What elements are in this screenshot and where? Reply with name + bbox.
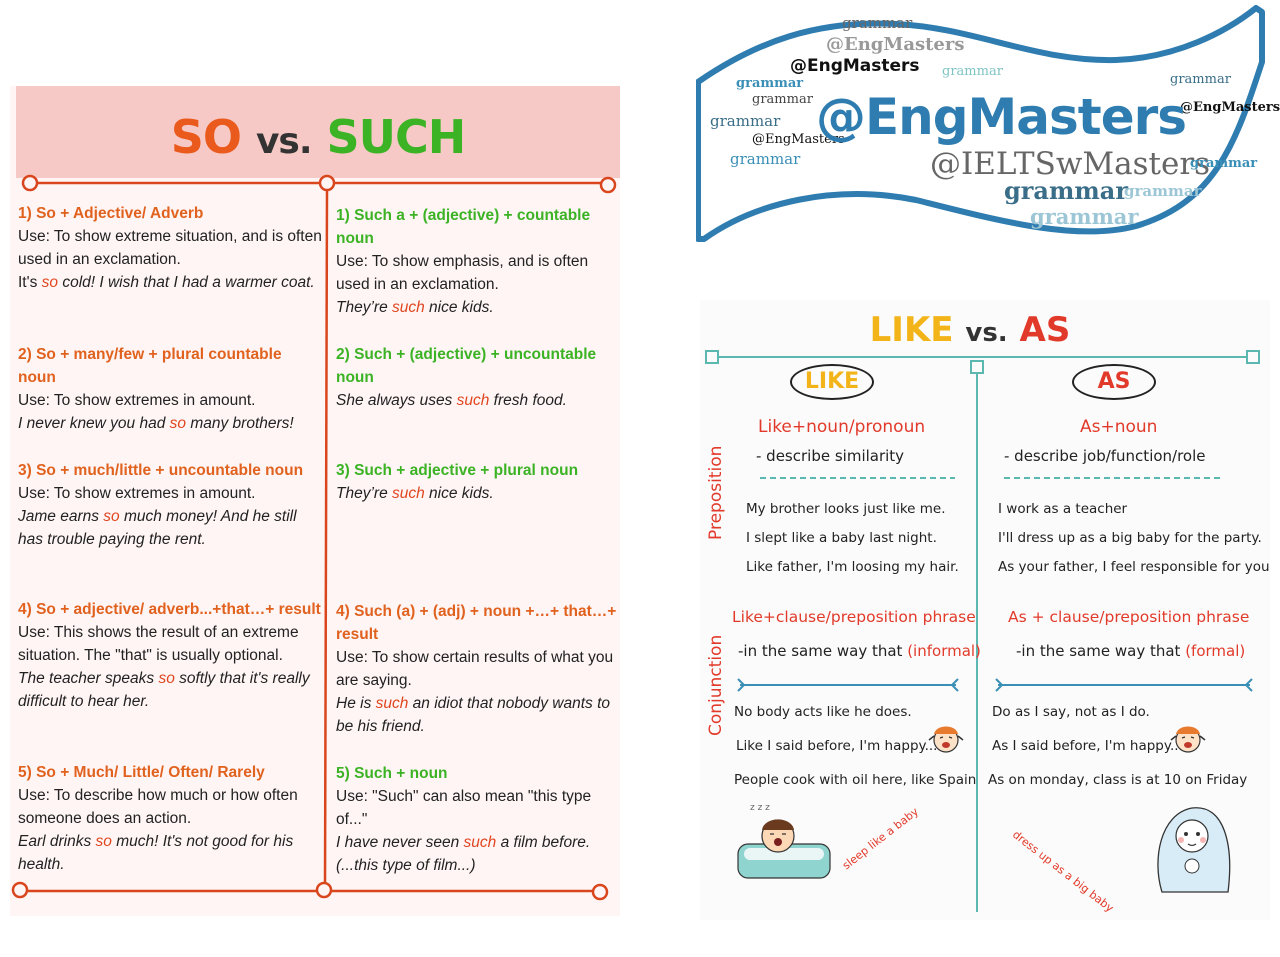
- svg-text:z z z: z z z: [750, 803, 770, 813]
- banner-word: grammar: [842, 14, 913, 32]
- rule-heading: 2) Such + (adjective) + uncountable noun: [336, 346, 597, 386]
- rule-example: I never knew you had so many brothers!: [18, 415, 294, 432]
- rule-example: They’re such nice kids.: [336, 299, 494, 316]
- sleeping-man-illustration: z z z: [737, 803, 831, 879]
- preposition-side-label: Preposition: [706, 445, 726, 540]
- banner-word: grammar: [942, 64, 1003, 79]
- as-conjunction-example: Do as I say, not as I do.: [992, 704, 1150, 720]
- like-conjunction-rule: Like+clause/preposition phrase: [732, 608, 976, 626]
- rule-heading: 5) Such + noun: [336, 765, 448, 782]
- banner-word: grammar: [752, 92, 813, 107]
- rule-heading: 5) So + Much/ Little/ Often/ Rarely: [18, 764, 265, 781]
- banner-word: @EngMasters: [1180, 100, 1280, 115]
- as-conjunction-desc: -in the same way that (formal): [1016, 642, 1246, 660]
- rule-use: Use: This shows the result of an extreme…: [18, 624, 299, 664]
- rule-use: Use: To show extremes in amount.: [18, 392, 256, 409]
- rule-example: It's so cold! I wish that I had a warmer…: [18, 274, 315, 291]
- such-rule-5: 5) Such + noun Use: "Such" can also mean…: [336, 762, 618, 877]
- rule-use: Use: To show certain results of what you…: [336, 649, 614, 689]
- rule-use: Use: To show extreme situation, and is o…: [18, 228, 322, 268]
- rule-example: The teacher speaks so softly that it's r…: [18, 670, 310, 710]
- banner-word: @EngMasters: [790, 56, 920, 76]
- like-oval-label: LIKE: [790, 364, 874, 400]
- like-conjunction-example: No body acts like he does.: [734, 704, 912, 720]
- as-oval-label: AS: [1072, 364, 1156, 400]
- so-such-header: SO vs. SUCH: [16, 86, 620, 178]
- such-rule-2: 2) Such + (adjective) + uncountable noun…: [336, 343, 620, 412]
- like-conjunction-example: People cook with oil here, like Spain: [734, 772, 977, 788]
- as-preposition-desc: - describe job/function/role: [1004, 447, 1206, 465]
- banner-word: grammar: [1004, 176, 1128, 205]
- happy-child-icon: [928, 726, 964, 753]
- like-as-divider-lines: [705, 350, 1260, 912]
- rule-heading: 2) So + many/few + plural countable noun: [18, 346, 282, 386]
- like-conjunction-desc: -in the same way that (informal): [738, 642, 981, 660]
- so-rule-5: 5) So + Much/ Little/ Often/ Rarely Use:…: [18, 761, 318, 876]
- like-vs-as-panel: LIKE vs. AS LIKE AS Preposition Conjunct…: [700, 300, 1270, 920]
- like-conjunction-example: Like I said before, I'm happy...: [736, 738, 938, 754]
- as-conjunction-example: As on monday, class is at 10 on Friday: [988, 772, 1248, 788]
- such-rule-1: 1) Such a + (adjective) + countable noun…: [336, 204, 620, 319]
- as-preposition-rule: As+noun: [1080, 417, 1158, 437]
- rule-use: Use: "Such" can also mean "this type of.…: [336, 788, 592, 828]
- like-preposition-desc: - describe similarity: [756, 447, 905, 465]
- rule-example: She always uses such fresh food.: [336, 392, 567, 409]
- banner-word: @EngMasters: [752, 132, 845, 147]
- so-such-divider-lines: [11, 174, 617, 901]
- banner-word: grammar: [1170, 72, 1231, 87]
- rule-use: Use: To show emphasis, and is often used…: [336, 253, 589, 293]
- as-conjunction-example: As I said before, I'm happy...: [992, 738, 1183, 754]
- rule-heading: 1) Such a + (adjective) + countable noun: [336, 207, 591, 247]
- rule-use: Use: To show extremes in amount.: [18, 485, 256, 502]
- banner-word: grammar: [736, 76, 804, 91]
- rule-heading: 1) So + Adjective/ Adverb: [18, 205, 204, 222]
- like-preposition-example: My brother looks just like me.: [746, 501, 946, 517]
- rule-example: Jame earns so much money! And he still h…: [18, 508, 297, 548]
- banner-word: grammar: [730, 150, 801, 168]
- rule-example: Earl drinks so much! It's not good for h…: [18, 833, 294, 873]
- rule-heading: 3) Such + adjective + plural noun: [336, 462, 579, 479]
- such-rule-4: 4) Such (a) + (adj) + noun +…+ that…+ re…: [336, 600, 618, 738]
- so-rule-1: 1) So + Adjective/ Adverb Use: To show e…: [18, 202, 322, 294]
- so-rule-4: 4) So + adjective/ adverb...+that…+ resu…: [18, 598, 326, 713]
- as-preposition-example: I work as a teacher: [998, 501, 1128, 517]
- baby-costume-illustration: [1157, 807, 1231, 893]
- banner-word: grammar: [1030, 204, 1139, 229]
- banner-word: grammar: [710, 112, 781, 130]
- banner-wave-outline: [696, 5, 1265, 242]
- banner-second-handle: @IELTSwMasters: [930, 146, 1211, 182]
- rule-heading: 4) Such (a) + (adj) + noun +…+ that…+ re…: [336, 603, 617, 643]
- rule-heading: 4) So + adjective/ adverb...+that…+ resu…: [18, 601, 321, 618]
- like-as-title: LIKE vs. AS: [869, 310, 1071, 350]
- so-such-title: SO vs. SUCH: [170, 110, 467, 164]
- banner-main-handle: @EngMasters: [816, 88, 1187, 146]
- banner-word: @EngMasters: [826, 34, 965, 55]
- conjunction-side-label: Conjunction: [706, 634, 726, 736]
- as-conjunction-rule: As + clause/preposition phrase: [1008, 608, 1250, 626]
- so-vs-such-panel: SO vs. SUCH 1) So + Adjective/ Adverb Us…: [10, 86, 620, 916]
- so-rule-3: 3) So + much/little + uncountable noun U…: [18, 459, 322, 551]
- rule-heading: 3) So + much/little + uncountable noun: [18, 462, 304, 479]
- so-rule-2: 2) So + many/few + plural countable noun…: [18, 343, 322, 435]
- rule-example: He is such an idiot that nobody wants to…: [336, 695, 611, 735]
- rule-example: They’re such nice kids.: [336, 485, 494, 502]
- banner-word: grammar: [1124, 182, 1202, 200]
- happy-child-icon: [1170, 726, 1206, 753]
- like-preposition-example: Like father, I'm loosing my hair.: [746, 559, 959, 575]
- rule-example: I have never seen such a film before. (.…: [336, 834, 591, 874]
- such-rule-3: 3) Such + adjective + plural noun They’r…: [336, 459, 620, 505]
- engmasters-banner: grammar @EngMasters @EngMasters grammar …: [696, 2, 1280, 242]
- rule-use: Use: To describe how much or how often s…: [18, 787, 298, 827]
- as-preposition-example: I'll dress up as a big baby for the part…: [998, 530, 1262, 546]
- as-preposition-example: As your father, I feel responsible for y…: [998, 559, 1270, 575]
- banner-word: grammar: [1190, 156, 1258, 171]
- like-preposition-rule: Like+noun/pronoun: [758, 417, 926, 437]
- like-preposition-example: I slept like a baby last night.: [746, 530, 937, 546]
